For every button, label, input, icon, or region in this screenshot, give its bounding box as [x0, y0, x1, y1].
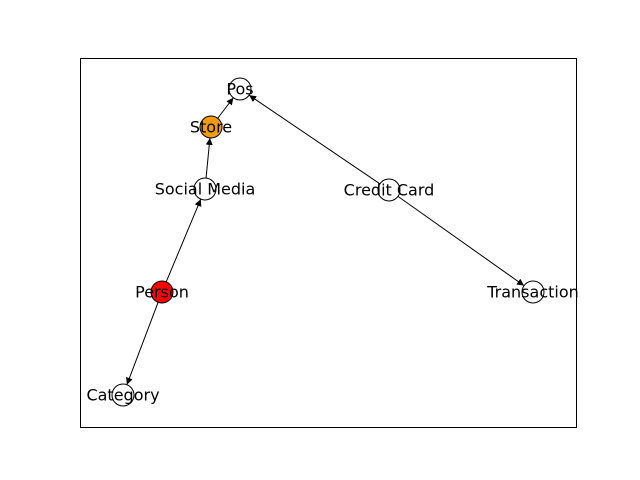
node-label-social: Social Media	[155, 180, 256, 199]
edges-layer	[126, 94, 525, 385]
node-label-pos: Pos	[226, 80, 253, 99]
node-person	[150, 280, 174, 304]
node-social	[193, 177, 217, 201]
node-transaction	[521, 280, 545, 304]
node-label-credit: Credit Card	[344, 181, 435, 200]
edge-credit-to-pos	[248, 94, 381, 185]
node-category	[111, 383, 135, 407]
node-store	[199, 115, 223, 139]
edge-store-to-pos	[217, 97, 234, 119]
node-credit	[377, 178, 401, 202]
edge-credit-to-transaction	[397, 195, 525, 287]
nodes-layer	[111, 77, 545, 407]
edge-person-to-social	[165, 198, 202, 283]
node-label-transaction: Transaction	[486, 283, 579, 302]
node-label-person: Person	[135, 283, 189, 302]
edge-person-to-category	[126, 302, 159, 385]
labels-layer: Pos Store Social Media Credit Card Person Tra…	[86, 80, 578, 405]
node-pos	[228, 77, 252, 101]
plot-frame	[80, 58, 577, 428]
edge-social-to-store	[205, 137, 213, 179]
node-label-store: Store	[190, 118, 232, 137]
node-label-category: Category	[86, 386, 159, 405]
